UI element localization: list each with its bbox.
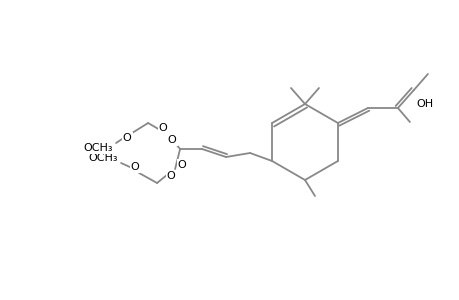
Text: O: O bbox=[168, 135, 176, 145]
Text: OCH₃: OCH₃ bbox=[88, 153, 118, 163]
Text: O: O bbox=[123, 133, 131, 143]
Text: OCH₃: OCH₃ bbox=[83, 143, 112, 153]
Text: O: O bbox=[177, 160, 186, 170]
Text: O: O bbox=[130, 162, 139, 172]
Text: O: O bbox=[166, 171, 175, 181]
Text: O: O bbox=[158, 123, 167, 133]
Text: OH: OH bbox=[415, 99, 432, 109]
